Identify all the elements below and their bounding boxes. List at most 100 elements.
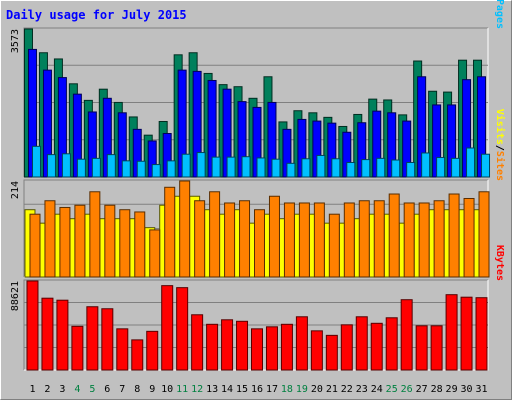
bar-kbytes [295,316,308,371]
bar-sites [224,202,236,278]
panel-hits-files-pages: 3573 Hits/Files/Pages [10,0,505,178]
bar-sites [164,186,176,278]
bar-sites [478,191,490,278]
bar-pages [421,152,431,178]
bar-kbytes [191,314,204,371]
bar-pages [376,157,386,178]
x-tick-label: 20 [311,384,323,395]
x-tick-label: 23 [356,384,368,395]
x-tick-label: 19 [296,384,308,395]
bar-pages [91,157,101,178]
bar-sites [388,193,400,278]
bar-sites [239,200,251,278]
bar-pages [301,158,311,178]
x-tick-label: 6 [104,384,110,395]
x-tick-label: 7 [119,384,125,395]
x-tick-label: 17 [266,384,278,395]
bar-kbytes [26,280,39,371]
x-tick-label: 2 [44,384,50,395]
bar-kbytes [310,330,323,371]
series-kbytes [26,280,488,371]
bar-sites [74,204,86,278]
legend-entry: Pages [494,0,505,29]
x-tick-label: 8 [134,384,140,395]
bar-sites [463,197,475,278]
bar-kbytes [370,322,383,371]
bar-sites [149,229,161,278]
bar-pages [436,157,446,178]
x-tick-label: 9 [149,384,155,395]
bar-sites [283,202,295,278]
bar-sites [313,202,325,278]
x-tick-label: 5 [89,384,95,395]
bar-kbytes [475,297,488,371]
bar-kbytes [221,319,234,371]
bar-pages [121,160,131,178]
panel-border-dark [23,279,488,370]
bar-pages [346,162,356,178]
bar-pages [166,160,176,178]
bar-pages [211,156,221,178]
bar-sites [194,200,206,278]
series-files [27,48,487,178]
legend-entry: Visits [494,109,506,145]
bar-pages [256,157,266,178]
x-tick-label: 24 [371,384,383,395]
bar-sites [343,202,355,278]
bar-sites [254,209,265,278]
bar-sites [119,209,131,278]
bar-pages [106,154,116,178]
bar-pages [181,153,191,178]
series-legend: KBytes [494,245,505,281]
x-tick-label: 28 [431,384,443,395]
bar-pages [196,152,206,178]
panel-kbytes: 88621 KBytes [10,245,505,371]
bar-kbytes [131,339,144,371]
bar-pages [226,156,236,178]
bar-kbytes [146,330,159,371]
x-tick-label: 10 [161,384,173,395]
y-max-label: 214 [10,181,21,199]
bar-sites [373,200,385,278]
series-legend: Visits/Sites [494,109,506,181]
series-pages [31,145,491,178]
bar-sites [358,200,370,278]
x-tick-label: 3 [59,384,65,395]
bar-sites [29,213,41,278]
bar-kbytes [101,308,114,371]
bar-sites [268,195,280,278]
bar-sites [403,202,415,278]
bar-pages [331,158,341,178]
bar-kbytes [400,299,413,371]
bar-kbytes [265,326,278,371]
bar-pages [466,147,476,178]
bar-pages [241,156,251,178]
bar-kbytes [41,297,54,371]
bar-pages [406,162,416,178]
bar-sites [433,200,445,278]
bar-pages [451,157,461,178]
bar-pages [361,159,371,178]
bar-kbytes [355,316,368,371]
x-tick-label: 4 [74,384,80,395]
x-tick-label: 30 [461,384,473,395]
bar-kbytes [161,285,174,371]
panel-border-dark [23,179,488,277]
bar-pages [31,145,41,178]
x-tick-label: 21 [326,384,338,395]
bar-kbytes [445,294,458,371]
bar-sites [44,200,56,278]
x-tick-label: 15 [236,384,248,395]
bar-sites [134,211,146,278]
bar-kbytes [430,325,443,371]
legend-entry: KBytes [494,245,505,281]
bar-sites [89,191,101,278]
bar-pages [61,153,71,178]
panel-visits-sites: 214 Visits/Sites [10,109,506,278]
bar-pages [391,159,401,178]
bar-kbytes [176,287,189,371]
x-tick-label: 13 [206,384,218,395]
series-sites [29,180,490,278]
